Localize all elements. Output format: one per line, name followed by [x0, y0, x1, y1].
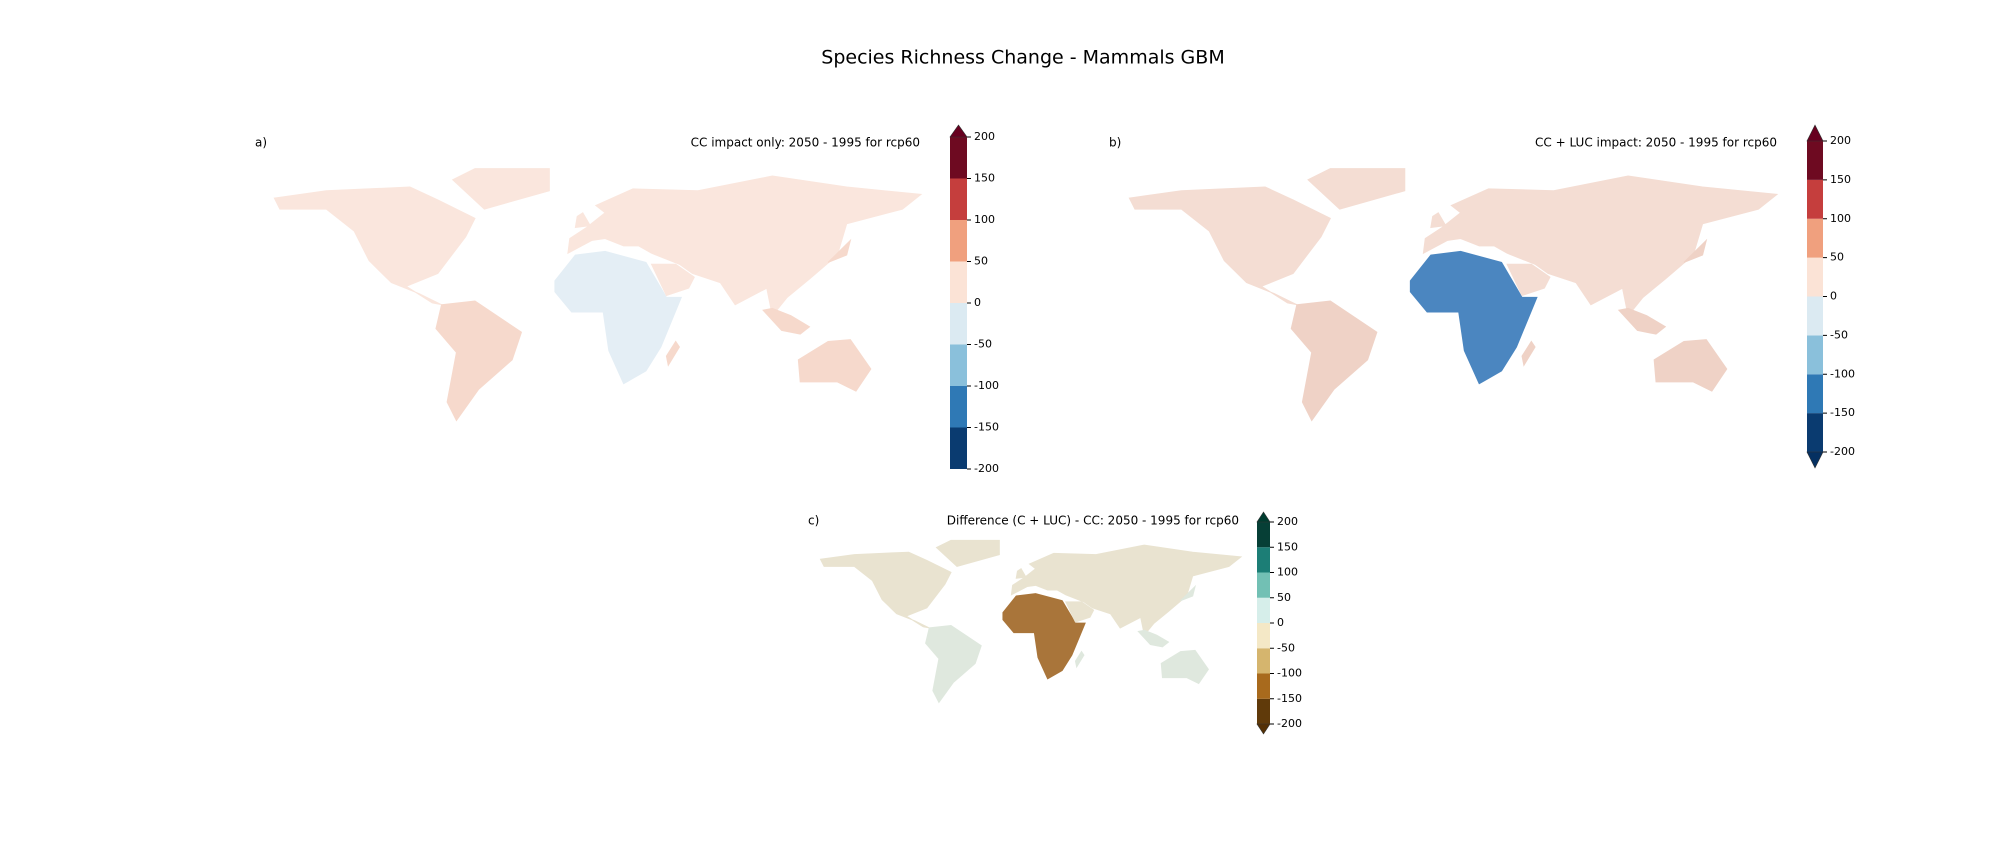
land — [567, 175, 923, 317]
colorbar-tick-label: -100 — [1830, 367, 1855, 380]
colorbar-tick-label: 100 — [974, 213, 995, 226]
land — [925, 625, 982, 704]
land — [762, 307, 811, 335]
land — [1430, 212, 1447, 229]
land — [1506, 263, 1551, 297]
colorbar-bin — [1807, 179, 1823, 219]
colorbar-tick-label: -200 — [974, 462, 999, 475]
colorbar-tick-label: -150 — [974, 421, 999, 434]
colorbar-tick-label: 50 — [974, 255, 988, 268]
land — [1617, 307, 1667, 335]
colorbar-tick-label: 200 — [1830, 134, 1851, 147]
land — [665, 340, 681, 367]
panel-title: CC impact only: 2050 - 1995 for rcp60 — [691, 136, 920, 150]
panel-title: CC + LUC impact: 2050 - 1995 for rcp60 — [1535, 136, 1777, 150]
colorbar-extend-max — [1256, 511, 1271, 523]
colorbar-tick-label: 200 — [974, 130, 995, 143]
colorbar-bin — [1807, 296, 1823, 336]
colorbar-bin — [950, 344, 967, 386]
colorbar-bin — [1257, 572, 1270, 598]
colorbar-extend-min — [1806, 451, 1824, 469]
colorbar-bin — [1257, 673, 1270, 699]
land — [435, 300, 523, 422]
land — [1521, 340, 1536, 367]
colorbar-tick-label: -100 — [974, 379, 999, 392]
colorbar-bin — [950, 220, 967, 262]
land — [451, 168, 550, 210]
colorbar-tick-label: -150 — [1830, 406, 1855, 419]
land — [650, 263, 695, 297]
colorbar-bin — [950, 386, 967, 428]
colorbar-tick-label: -50 — [974, 338, 992, 351]
panel-title: Difference (C + LUC) - CC: 2050 - 1995 f… — [947, 514, 1239, 528]
colorbar-tick-label: -100 — [1277, 667, 1302, 680]
land — [1409, 250, 1538, 385]
land — [1015, 568, 1027, 579]
colorbar-tick-label: -200 — [1830, 445, 1855, 458]
colorbar-tick-label: 0 — [974, 296, 981, 309]
land — [827, 238, 852, 263]
land — [574, 212, 592, 229]
land — [935, 539, 1000, 567]
colorbar-bin — [1807, 374, 1823, 414]
colorbar-tick-label: 150 — [1277, 540, 1298, 553]
panel-label: c) — [808, 514, 819, 528]
colorbar-tick-label: -200 — [1277, 717, 1302, 730]
land — [1422, 175, 1779, 317]
land — [1307, 168, 1406, 210]
colorbar-tick-label: 0 — [1277, 616, 1284, 629]
land — [554, 250, 683, 385]
colorbar-tick-label: 100 — [1830, 212, 1851, 225]
colorbar-tick-label: -150 — [1277, 692, 1302, 705]
land — [1290, 300, 1378, 422]
colorbar-bin — [1807, 218, 1823, 258]
land — [1653, 339, 1728, 392]
land — [1010, 544, 1243, 637]
land — [1180, 584, 1197, 602]
land — [1074, 650, 1085, 669]
colorbar-bin — [1257, 648, 1270, 674]
colorbar-extend-max — [949, 124, 968, 138]
colorbar-bin — [1807, 335, 1823, 375]
colorbar-bin — [1807, 413, 1823, 452]
colorbar-bin — [1257, 623, 1270, 649]
land — [819, 551, 952, 629]
colorbar-bin — [950, 427, 967, 469]
colorbar-tick-label: -50 — [1277, 641, 1295, 654]
colorbar-bin — [1257, 522, 1270, 548]
colorbar-bin — [1257, 547, 1270, 573]
figure-title: Species Richness Change - Mammals GBM — [821, 47, 1224, 69]
land — [1137, 629, 1170, 648]
colorbar-tick-label: 200 — [1277, 515, 1298, 528]
panel-label: b) — [1109, 136, 1121, 150]
colorbar-tick-label: 50 — [1830, 251, 1844, 264]
colorbar-bin — [1257, 698, 1270, 724]
colorbar-bin — [950, 261, 967, 303]
colorbar-tick-label: 50 — [1277, 591, 1291, 604]
colorbar-bin — [950, 303, 967, 345]
colorbar-bin — [1807, 141, 1823, 180]
panel-label: a) — [255, 136, 267, 150]
land — [1160, 649, 1209, 685]
colorbar-bin — [1257, 597, 1270, 623]
colorbar-tick-label: -50 — [1830, 328, 1848, 341]
land — [1683, 238, 1708, 263]
colorbar-bin — [950, 178, 967, 220]
land — [1064, 601, 1095, 623]
colorbar-extend-min — [1256, 723, 1271, 735]
land — [797, 339, 872, 392]
land — [1002, 593, 1086, 680]
land — [1128, 186, 1332, 306]
colorbar-tick-label: 150 — [974, 172, 995, 185]
colorbar-extend-max — [1806, 124, 1824, 142]
colorbar-tick-label: 100 — [1277, 566, 1298, 579]
colorbar-tick-label: 0 — [1830, 290, 1837, 303]
land — [273, 186, 476, 306]
colorbar-tick-label: 150 — [1830, 173, 1851, 186]
colorbar-bin — [950, 137, 967, 179]
colorbar-bin — [1807, 257, 1823, 297]
